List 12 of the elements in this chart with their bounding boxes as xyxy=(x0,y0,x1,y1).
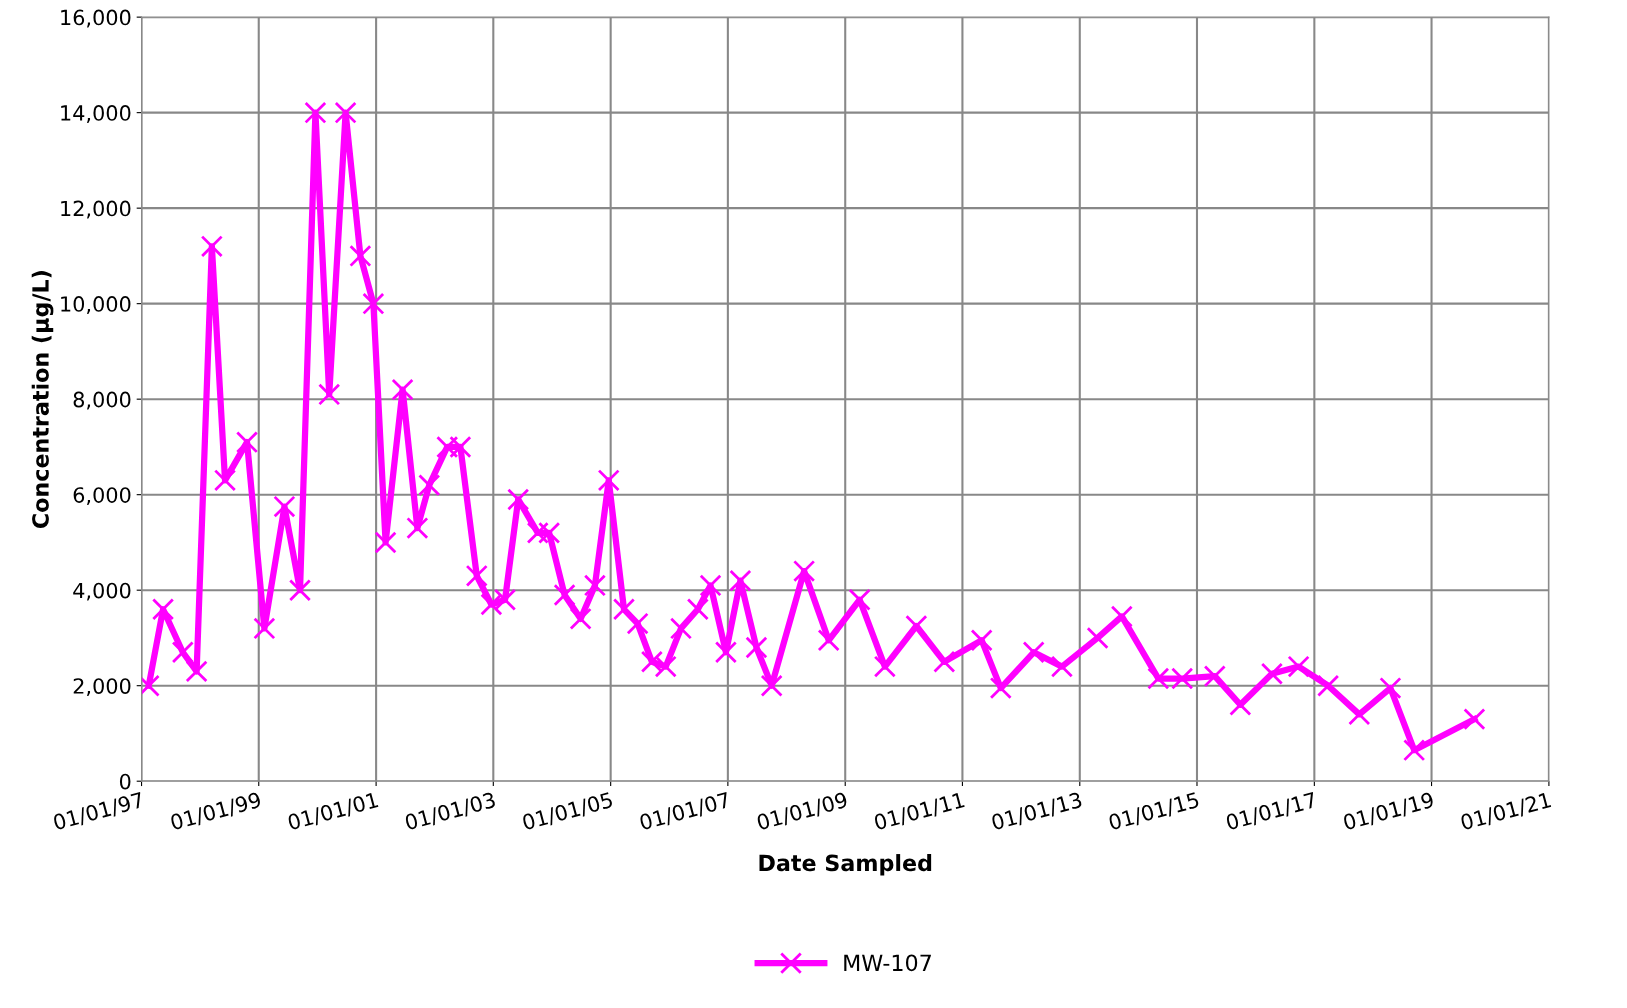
y-tick-label: 12,000 xyxy=(61,200,131,219)
y-tick-label: 10,000 xyxy=(61,296,131,314)
y-tick-label: 14,000 xyxy=(61,105,131,123)
y-tick-label: 16,000 xyxy=(61,9,131,28)
y-axis-title: Concentration (µg/L) xyxy=(31,271,54,529)
legend-label: MW-107 xyxy=(844,954,931,972)
y-tick-label: 8,000 xyxy=(73,391,131,410)
y-tick-label: 0 xyxy=(119,773,131,790)
y-tick-label: 4,000 xyxy=(73,582,131,601)
y-tick-label: 2,000 xyxy=(73,678,131,697)
x-axis-title: Date Sampled xyxy=(759,854,932,876)
y-tick-label: 6,000 xyxy=(73,487,131,506)
